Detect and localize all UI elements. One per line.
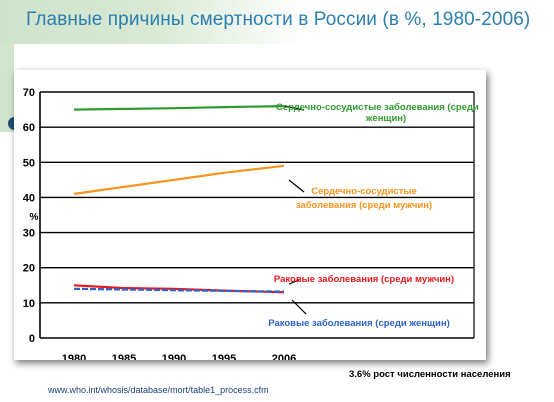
title-band <box>0 0 554 44</box>
y-axis-label: % <box>30 212 39 223</box>
slide-title: Главные причины смертности в России (в %… <box>26 9 531 30</box>
annotation-arrow <box>291 299 307 315</box>
population-footnote: 3.6% рост численности населения <box>349 369 511 380</box>
mortality-line-chart: 0 10 20 30 40 50 60 70% 1980 1985 1990 1995 2006 Серд… <box>23 87 479 360</box>
y-tick-label: 30 <box>23 228 35 240</box>
x-tick-label: 1995 <box>212 353 236 360</box>
series-label-3: Раковые заболевания (среди мужчин) <box>274 274 454 285</box>
x-tick-label: 1980 <box>62 353 86 360</box>
x-tick-label: 2006 <box>272 353 296 360</box>
series-line-4 <box>73 287 285 293</box>
y-tick-label: 10 <box>23 298 35 310</box>
source-url: www.who.int/whosis/database/mort/table1_… <box>48 385 269 395</box>
y-tick-label: 70 <box>23 87 35 99</box>
x-tick-label: 1985 <box>112 353 136 360</box>
series-label-line: Раковые заболевания (среди мужчин) <box>274 274 454 285</box>
annotation-arrow <box>283 105 305 111</box>
series-line-2 <box>73 164 285 195</box>
series-label-line: Раковые заболевания (среди женщин) <box>268 318 450 329</box>
y-tick-label: 20 <box>23 263 35 275</box>
left-accent-bar <box>0 44 14 132</box>
series-label-line: Сердечно-сосудистые заболевания (среди <box>276 102 479 113</box>
x-tick-label: 1990 <box>162 353 186 360</box>
plot-area <box>40 92 474 338</box>
y-tick-label: 0 <box>29 333 35 345</box>
y-tick-label: 50 <box>23 157 35 169</box>
annotation-arrow <box>288 179 305 193</box>
series-label-line: женщин) <box>365 113 406 124</box>
chart-frame: 0 10 20 30 40 50 60 70% 1980 1985 1990 1995 2006 Серд… <box>14 70 486 360</box>
y-tick-label: 60 <box>23 122 35 134</box>
series-label-line: Сердечно-сосудистые <box>311 186 417 197</box>
series-line-1 <box>73 105 285 111</box>
series-label-1: Сердечно-сосудистые заболевания (среди же… <box>276 102 479 124</box>
y-tick-label: 40 <box>23 192 35 204</box>
series-label-2: Сердечно-сосудистые заболевания (среди му… <box>296 186 432 211</box>
series-label-line: заболевания (среди мужчин) <box>296 200 432 211</box>
annotation-arrow <box>288 279 300 285</box>
series-label-4: Раковые заболевания (среди женщин) <box>268 318 450 329</box>
